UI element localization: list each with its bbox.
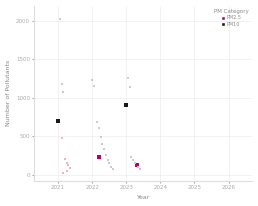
Point	[68, 166, 72, 170]
X-axis label: Year: Year	[137, 195, 150, 200]
Point	[58, 17, 62, 20]
Point	[129, 155, 133, 159]
Point	[104, 154, 108, 157]
Point	[97, 127, 101, 130]
Point	[136, 166, 140, 169]
Point	[111, 167, 115, 170]
Point	[60, 82, 64, 85]
Point	[64, 161, 69, 164]
Legend: PM2.5, PM10: PM2.5, PM10	[213, 8, 250, 28]
Point	[92, 85, 96, 88]
Point	[56, 119, 60, 122]
Point	[133, 162, 137, 165]
Y-axis label: Number of Pollutants: Number of Pollutants	[6, 60, 11, 126]
Point	[64, 170, 69, 173]
Point	[99, 135, 103, 139]
Point	[60, 136, 64, 139]
Point	[106, 158, 110, 161]
Point	[134, 164, 139, 167]
Point	[66, 164, 70, 167]
Point	[97, 155, 101, 159]
Point	[90, 78, 94, 82]
Point	[126, 76, 130, 80]
Point	[61, 171, 65, 174]
Point	[102, 147, 106, 151]
Point	[109, 165, 113, 168]
Point	[128, 85, 132, 89]
Point	[138, 167, 142, 170]
Point	[95, 121, 99, 124]
Point	[100, 142, 104, 145]
Point	[124, 104, 128, 107]
Point	[131, 159, 135, 162]
Point	[63, 158, 67, 161]
Point	[61, 90, 65, 93]
Point	[107, 161, 111, 164]
